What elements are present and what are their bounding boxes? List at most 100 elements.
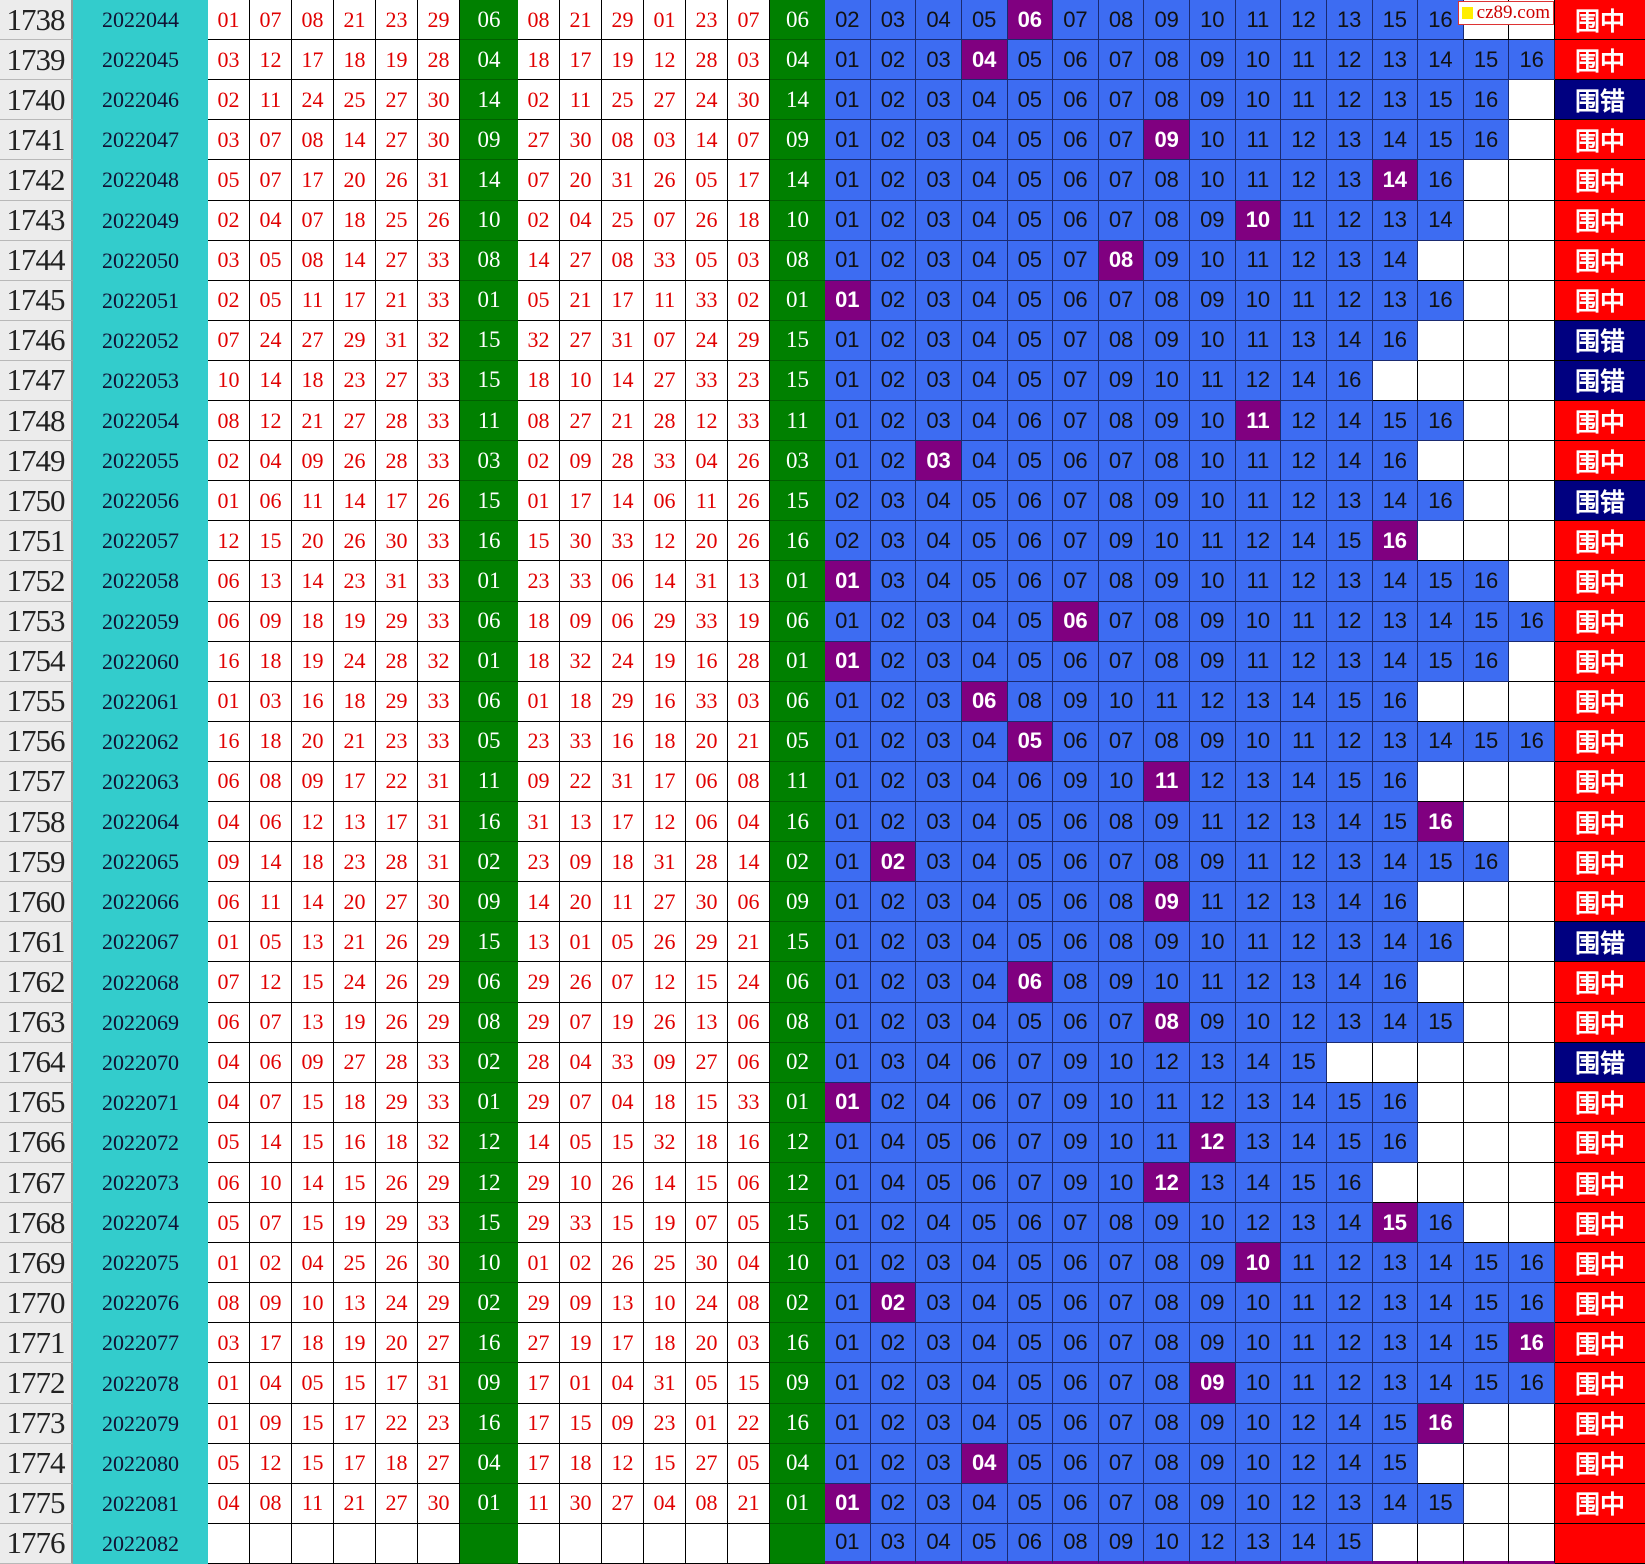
candidate-number-cell[interactable]: 04 <box>961 401 1008 442</box>
candidate-number-cell[interactable]: 02 <box>870 1443 917 1484</box>
draw-number-cell[interactable]: 15 <box>292 962 334 1003</box>
candidate-number-cell[interactable]: 08 <box>1098 1203 1145 1244</box>
special-number-cell[interactable]: 03 <box>460 441 518 482</box>
candidate-number-cell[interactable]: 03 <box>916 601 962 642</box>
candidate-number-cell[interactable]: 03 <box>916 200 962 241</box>
candidate-number-cell[interactable]: 03 <box>916 360 962 402</box>
candidate-number-cell[interactable]: 09 <box>1053 681 1099 722</box>
draw-number-cell[interactable]: 07 <box>208 320 250 361</box>
order-number-cell[interactable]: 09 <box>518 761 560 803</box>
empty-cell[interactable] <box>1509 280 1555 321</box>
order-number-cell[interactable]: 12 <box>602 1443 644 1484</box>
draw-number-cell[interactable]: 14 <box>250 1122 292 1163</box>
order-number-cell[interactable]: 19 <box>602 1002 644 1043</box>
draw-number-cell[interactable]: 16 <box>208 721 250 762</box>
draw-number-cell[interactable]: 08 <box>292 0 334 41</box>
candidate-number-cell[interactable]: 14 <box>1372 842 1419 883</box>
draw-number-cell[interactable]: 07 <box>250 0 292 41</box>
row-number[interactable]: 1755 <box>0 681 73 722</box>
draw-number-cell[interactable]: 06 <box>208 561 250 602</box>
special-number-cell-2[interactable]: 14 <box>770 160 825 201</box>
candidate-number-cell[interactable]: 14 <box>1326 441 1373 482</box>
order-number-cell[interactable]: 05 <box>686 1363 728 1404</box>
candidate-number-cell[interactable]: 09 <box>1190 842 1236 883</box>
draw-number-cell[interactable]: 27 <box>376 360 418 402</box>
draw-number-cell[interactable]: 19 <box>334 1203 376 1244</box>
empty-cell[interactable] <box>1509 922 1555 963</box>
order-number-cell[interactable]: 18 <box>560 681 602 722</box>
issue-cell[interactable]: 2022077 <box>73 1323 208 1364</box>
candidate-number-cell[interactable]: 06 <box>1053 1363 1099 1404</box>
candidate-number-cell[interactable]: 06 <box>1007 1203 1054 1244</box>
candidate-number-cell[interactable]: 16 <box>1463 561 1510 602</box>
candidate-number-cell[interactable]: 15 <box>1418 80 1464 121</box>
candidate-number-cell[interactable]: 11 <box>1281 1363 1327 1404</box>
draw-number-cell[interactable]: 05 <box>208 1203 250 1244</box>
order-number-cell[interactable]: 30 <box>686 1243 728 1284</box>
candidate-number-cell[interactable]: 05 <box>916 1162 962 1204</box>
candidate-number-cell[interactable]: 09 <box>1190 721 1236 762</box>
candidate-number-cell[interactable]: 16 <box>1418 922 1464 963</box>
draw-number-cell[interactable]: 25 <box>376 200 418 241</box>
candidate-number-cell[interactable]: 02 <box>870 441 917 482</box>
draw-number-cell[interactable] <box>208 1523 250 1564</box>
draw-number-cell[interactable]: 07 <box>250 120 292 161</box>
candidate-number-cell[interactable]: 06 <box>1053 160 1099 201</box>
draw-number-cell[interactable]: 17 <box>334 761 376 803</box>
candidate-number-cell[interactable]: 11 <box>1190 882 1236 923</box>
draw-number-cell[interactable]: 18 <box>250 641 292 682</box>
candidate-number-cell[interactable]: 15 <box>1463 1283 1510 1324</box>
candidate-number-cell[interactable]: 05 <box>1007 601 1054 642</box>
order-number-cell[interactable]: 07 <box>728 0 770 41</box>
order-number-cell[interactable]: 07 <box>560 1002 602 1043</box>
empty-cell[interactable] <box>1418 1082 1464 1123</box>
candidate-number-cell[interactable]: 05 <box>1007 1403 1054 1444</box>
draw-number-cell[interactable]: 14 <box>334 120 376 161</box>
draw-number-cell[interactable]: 27 <box>418 1323 460 1364</box>
candidate-number-cell[interactable]: 10 <box>1098 1082 1145 1123</box>
special-number-cell-2[interactable]: 15 <box>770 360 825 402</box>
empty-cell[interactable] <box>1509 1403 1555 1444</box>
candidate-number-cell[interactable]: 02 <box>870 1363 917 1404</box>
candidate-number-cell[interactable]: 06 <box>1007 401 1054 442</box>
empty-cell[interactable] <box>1463 1162 1510 1204</box>
empty-cell[interactable] <box>1463 1082 1510 1123</box>
order-number-cell[interactable]: 29 <box>518 1203 560 1244</box>
candidate-number-cell[interactable]: 03 <box>916 1403 962 1444</box>
draw-number-cell[interactable]: 15 <box>334 1162 376 1204</box>
candidate-number-cell[interactable]: 02 <box>870 320 917 361</box>
candidate-number-cell[interactable]: 04 <box>961 922 1008 963</box>
candidate-number-cell[interactable]: 12 <box>1281 1002 1327 1043</box>
candidate-number-cell[interactable]: 10 <box>1235 80 1282 121</box>
order-number-cell[interactable]: 18 <box>602 842 644 883</box>
special-number-cell[interactable]: 15 <box>460 320 518 361</box>
draw-number-cell[interactable]: 01 <box>208 922 250 963</box>
order-number-cell[interactable]: 27 <box>644 882 686 923</box>
draw-number-cell[interactable]: 22 <box>376 1403 418 1444</box>
empty-cell[interactable] <box>1509 561 1555 602</box>
order-number-cell[interactable]: 03 <box>728 681 770 722</box>
result-badge[interactable]: 围中 <box>1555 1403 1645 1444</box>
candidate-number-cell[interactable]: 02 <box>870 200 917 241</box>
candidate-number-cell[interactable]: 14 <box>1235 1042 1282 1083</box>
candidate-number-cell[interactable]: 15 <box>1418 120 1464 161</box>
order-number-cell[interactable] <box>602 1523 644 1564</box>
special-number-cell[interactable]: 15 <box>460 481 518 522</box>
special-number-cell-2[interactable]: 02 <box>770 1042 825 1083</box>
order-number-cell[interactable]: 01 <box>518 1243 560 1284</box>
order-number-cell[interactable]: 11 <box>560 80 602 121</box>
order-number-cell[interactable] <box>686 1523 728 1564</box>
hit-number-cell[interactable]: 09 <box>1144 882 1190 923</box>
hit-number-cell[interactable]: 09 <box>1190 1363 1236 1404</box>
order-number-cell[interactable]: 16 <box>686 641 728 682</box>
candidate-number-cell[interactable]: 10 <box>1190 120 1236 161</box>
draw-number-cell[interactable]: 03 <box>208 120 250 161</box>
candidate-number-cell[interactable]: 01 <box>825 120 871 161</box>
candidate-number-cell[interactable]: 11 <box>1190 802 1236 843</box>
candidate-number-cell[interactable]: 05 <box>1007 1483 1054 1524</box>
empty-cell[interactable] <box>1372 1042 1419 1083</box>
candidate-number-cell[interactable]: 04 <box>961 1283 1008 1324</box>
row-number[interactable]: 1743 <box>0 200 73 241</box>
order-number-cell[interactable]: 32 <box>644 1122 686 1163</box>
row-number[interactable]: 1762 <box>0 962 73 1003</box>
